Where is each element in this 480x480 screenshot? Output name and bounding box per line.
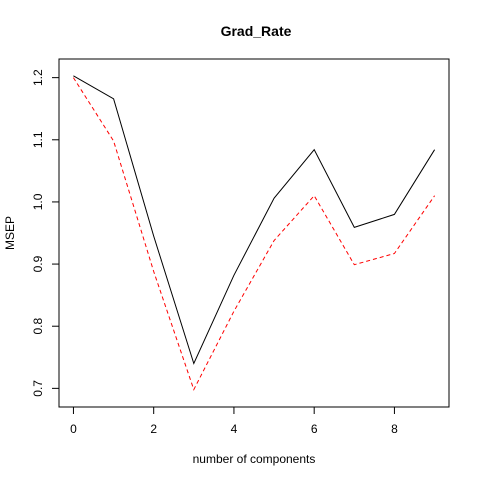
y-tick-label: 1.0 (31, 193, 45, 210)
y-tick-label: 1.1 (31, 131, 45, 148)
series-line-1 (73, 75, 436, 365)
y-axis-label: MSEP (3, 216, 17, 250)
series-line-2 (72, 77, 436, 391)
chart-title: Grad_Rate (221, 23, 292, 39)
x-tick-label: 0 (70, 422, 77, 436)
x-axis: 0 2 4 6 8 (70, 406, 398, 436)
y-tick-label: 0.9 (31, 255, 45, 272)
x-tick-label: 6 (311, 422, 318, 436)
x-axis-label: number of components (193, 452, 316, 466)
x-tick-label: 2 (150, 422, 157, 436)
y-tick-label: 0.7 (31, 380, 45, 397)
x-tick-label: 4 (231, 422, 238, 436)
x-tick-label: 8 (391, 422, 398, 436)
y-tick-label: 0.8 (31, 318, 45, 335)
y-axis: 0.7 0.8 0.9 1.0 1.1 1.2 (31, 69, 60, 397)
y-tick-label: 1.2 (31, 69, 45, 86)
series-layer (72, 75, 436, 391)
